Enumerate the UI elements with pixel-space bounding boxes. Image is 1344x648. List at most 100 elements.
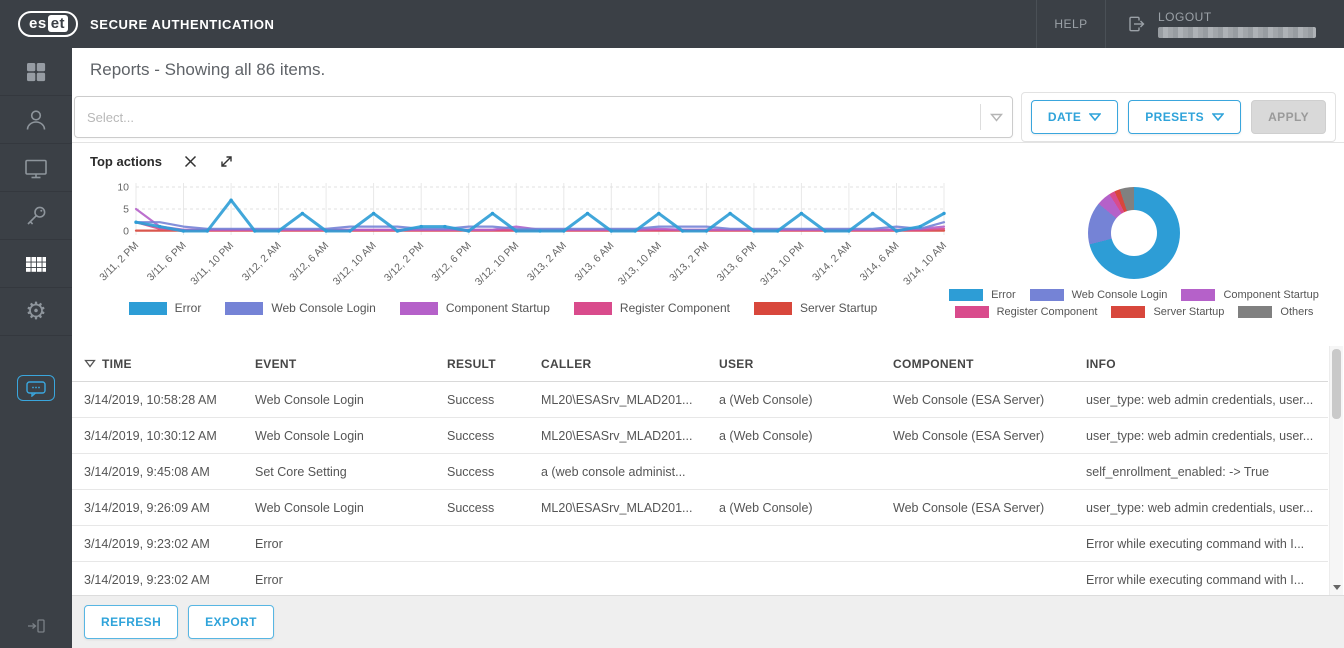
logo-text-right: et [47,15,69,32]
column-header-info[interactable]: INFO [1086,357,1328,371]
legend-item: Server Startup [753,301,878,315]
legend-swatch-icon [399,301,438,315]
widget-title: Top actions [90,153,162,169]
cell-user: a (Web Console) [719,500,813,515]
main-content: Reports - Showing all 86 items. DATE [72,48,1344,648]
widget-close-button[interactable] [184,155,197,168]
cell-event: Web Console Login [255,392,364,407]
key-icon [27,206,46,225]
legend-swatch-icon [1029,289,1064,301]
refresh-button[interactable]: REFRESH [84,605,179,639]
legend-swatch-icon [1111,306,1146,318]
cell-component: Web Console (ESA Server) [893,392,1045,407]
cell-time: 3/14/2019, 10:58:28 AM [84,392,217,407]
logout-icon [1126,14,1148,34]
cell-component: Web Console (ESA Server) [893,500,1045,515]
table-row[interactable]: 3/14/2019, 9:26:09 AM Web Console Login Su… [72,490,1328,526]
cell-caller: a (web console administ... [541,464,686,479]
expand-icon [221,155,232,167]
date-button[interactable]: DATE [1030,100,1119,134]
cell-event: Web Console Login [255,500,364,515]
column-header-event[interactable]: EVENT [255,357,447,371]
table-row[interactable]: 3/14/2019, 9:23:02 AM Error Error while ex… [72,562,1328,595]
cell-result: Success [447,392,495,407]
export-button[interactable]: EXPORT [188,605,274,639]
presets-button[interactable]: PRESETS [1128,100,1242,134]
report-select-box [74,96,1013,138]
svg-text:3/11, 2 PM: 3/11, 2 PM [97,240,141,284]
table-scrollbar[interactable] [1329,346,1343,595]
filter-buttons-group: DATE PRESETS APPLY [1020,92,1336,142]
column-header-component[interactable]: COMPONENT [893,357,1086,371]
cell-event: Error [255,572,283,587]
logout-button[interactable]: LOGOUT [1106,0,1344,48]
scrollbar-thumb[interactable] [1332,349,1341,419]
cell-time: 3/14/2019, 10:30:12 AM [84,428,217,443]
legend-label: Error [174,301,202,315]
scrollbar-down-arrow-icon[interactable] [1333,585,1341,590]
table-body: 3/14/2019, 10:58:28 AM Web Console Login S… [72,382,1328,595]
legend-item: Error [949,289,1016,301]
logo-text-left: es [29,15,47,32]
cell-time: 3/14/2019, 9:23:02 AM [84,536,210,551]
legend-swatch-icon [1238,306,1273,318]
cell-event: Error [255,536,283,551]
legend-label: Error [991,289,1016,301]
svg-text:3/12, 10 PM: 3/12, 10 PM [473,240,522,289]
table-row[interactable]: 3/14/2019, 10:58:28 AM Web Console Login S… [72,382,1328,418]
svg-text:3/11, 6 PM: 3/11, 6 PM [145,240,189,284]
sidebar-item-computers[interactable] [0,144,72,192]
svg-text:5: 5 [123,204,129,216]
top-actions-widget: Top actions [72,142,1344,346]
top-actions-donut-chart [1088,187,1180,279]
help-button[interactable]: HELP [1036,0,1106,48]
sidebar-item-feedback[interactable] [0,364,72,412]
svg-text:3/12, 2 PM: 3/12, 2 PM [382,240,426,284]
table-row[interactable]: 3/14/2019, 9:45:08 AM Set Core Setting Suc… [72,454,1328,490]
sidebar-item-users[interactable] [0,96,72,144]
report-select-input[interactable] [75,109,980,125]
product-name: SECURE AUTHENTICATION [90,16,275,32]
widget-expand-button[interactable] [219,154,234,169]
table-row[interactable]: 3/14/2019, 9:23:02 AM Error Error while ex… [72,526,1328,562]
apply-button-label: APPLY [1268,110,1309,124]
svg-text:0: 0 [123,226,129,238]
legend-label: Component Startup [445,301,550,315]
column-header-user[interactable]: USER [719,357,893,371]
top-bar-right: HELP LOGOUT [1036,0,1344,48]
column-header-caller[interactable]: CALLER [541,357,719,371]
refresh-button-label: REFRESH [101,615,162,629]
sidebar-collapse-button[interactable] [0,618,72,634]
column-header-result[interactable]: RESULT [447,357,541,371]
sidebar-item-dashboard[interactable] [0,48,72,96]
legend-label: Server Startup [799,301,878,315]
column-header-label: TIME [102,356,132,371]
svg-text:3/12, 6 PM: 3/12, 6 PM [429,240,473,284]
cell-info: Error while executing command with I... [1086,572,1305,587]
sidebar: ⚙ [0,48,72,648]
sidebar-item-reports-active[interactable] [0,240,72,288]
help-label: HELP [1054,17,1088,31]
cell-time: 3/14/2019, 9:26:09 AM [84,500,210,515]
legend-label: Component Startup [1223,289,1319,301]
sidebar-item-credentials[interactable] [0,192,72,240]
legend-swatch-icon [573,301,612,315]
cell-result: Success [447,500,495,515]
logout-label: LOGOUT [1158,10,1212,24]
legend-item: Component Startup [1181,289,1319,301]
logout-text: LOGOUT [1158,10,1316,38]
line-chart-block: 10 5 0 3/11, 2 PM 3/11, 6 PM 3/11, 10 PM 3/12,… [82,179,949,346]
brand: es et SECURE AUTHENTICATION [0,11,275,37]
sidebar-item-settings[interactable]: ⚙ [0,288,72,336]
page-title: Reports - Showing all 86 items. [90,60,326,79]
table-row[interactable]: 3/14/2019, 10:30:12 AM Web Console Login S… [72,418,1328,454]
apply-button[interactable]: APPLY [1251,100,1326,134]
chevron-down-icon [1089,113,1102,121]
legend-item: Error [128,301,202,315]
column-header-time[interactable]: TIME [78,357,255,371]
top-bar: es et SECURE AUTHENTICATION HELP LOGOUT [0,0,1344,48]
chevron-down-icon [989,113,1003,122]
cell-result: Success [447,428,495,443]
legend-label: Register Component [996,306,1098,318]
select-dropdown-caret[interactable] [979,104,1012,130]
